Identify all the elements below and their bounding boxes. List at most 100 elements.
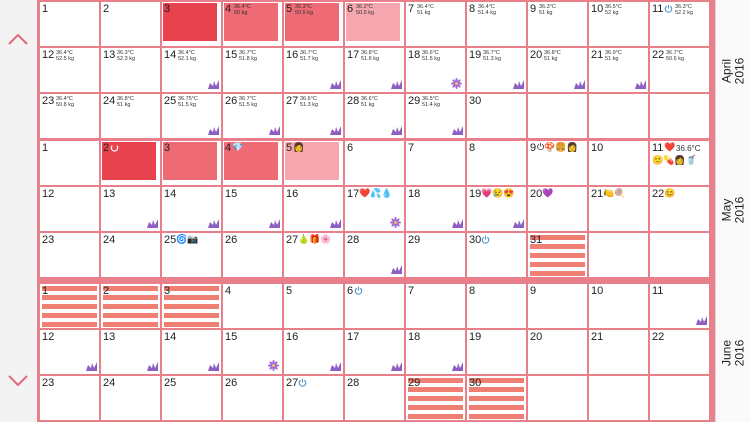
day-cell[interactable]: 7 36.4°C 51 kg (406, 2, 465, 46)
day-cell[interactable]: 23 36.4°C 50.8 kg (40, 94, 99, 138)
day-cell[interactable]: 29 (406, 233, 465, 277)
day-cell[interactable]: 30 (467, 94, 526, 138)
day-cell[interactable]: 22 😊 (650, 187, 709, 231)
day-cell[interactable]: 21 🍋🍭 (589, 187, 648, 231)
day-cell[interactable]: 30 (467, 376, 526, 420)
day-cell[interactable]: 13 36.3°C 52.3 kg (101, 48, 160, 92)
day-number: 15 (225, 188, 238, 200)
day-cell[interactable]: 16 (284, 187, 343, 231)
day-cell[interactable]: 19 36.7°C 51.3 kg (467, 48, 526, 92)
day-cell[interactable]: 28 36.6°C 51 kg (345, 94, 404, 138)
day-cell[interactable]: 9 (528, 284, 587, 328)
day-cell[interactable]: 5 👩 (284, 141, 343, 185)
weight-value: 50.5 kg (295, 10, 314, 16)
day-cell[interactable]: 27 🍐🎁🌸 (284, 233, 343, 277)
day-cell[interactable]: 9 ⏻🍄🍔👩 (528, 141, 587, 185)
day-cell[interactable]: 8 36.4°C 51.4 kg (467, 2, 526, 46)
day-number: 30 (469, 377, 482, 389)
day-cell[interactable]: 27 36.6°C 51.3 kg (284, 94, 343, 138)
day-cell[interactable]: 2 (101, 284, 160, 328)
day-cell[interactable]: 3 (162, 141, 221, 185)
day-cell[interactable]: 7 (406, 141, 465, 185)
day-cell[interactable]: 26 (223, 376, 282, 420)
day-cell[interactable]: 10 (589, 141, 648, 185)
day-cell[interactable]: 22 36.7°C 50.6 kg (650, 48, 709, 92)
day-cell[interactable]: 10 (589, 284, 648, 328)
day-cell[interactable]: 25 (162, 376, 221, 420)
day-cell[interactable]: 10 36.5°C 52 kg (589, 2, 648, 46)
day-cell[interactable]: 16 (284, 330, 343, 374)
day-cell[interactable]: 4 💎 (223, 141, 282, 185)
day-cell[interactable]: 31 (528, 233, 587, 277)
day-cell[interactable]: 23 (40, 376, 99, 420)
day-cell[interactable]: 16 36.7°C 51.7 kg (284, 48, 343, 92)
day-cell[interactable]: 4 36.4°C 50 kg (223, 2, 282, 46)
day-cell[interactable]: 4 (223, 284, 282, 328)
day-cell[interactable]: 7 (406, 284, 465, 328)
day-cell[interactable]: 26 36.7°C 51.5 kg (223, 94, 282, 138)
day-cell[interactable]: 18 36.6°C 51.5 kg (406, 48, 465, 92)
day-cell[interactable]: 30 (467, 233, 526, 277)
day-cell[interactable]: 25 36.75°C 51.5 kg (162, 94, 221, 138)
day-cell[interactable]: 11 (650, 284, 709, 328)
ovulation-marker-icon (269, 219, 280, 228)
day-cell[interactable]: 2 (101, 2, 160, 46)
day-cell[interactable]: 26 (223, 233, 282, 277)
day-cell[interactable]: 18 (406, 187, 465, 231)
empty-day-cell (650, 376, 709, 420)
day-cell[interactable]: 21 (589, 330, 648, 374)
day-cell[interactable]: 2 (101, 141, 160, 185)
day-cell[interactable]: 1 (40, 2, 99, 46)
day-cell[interactable]: 6 36.2°C 50.5 kg (345, 2, 404, 46)
day-cell[interactable]: 14 36.4°C 52.1 kg (162, 48, 221, 92)
day-cell[interactable]: 9 36.3°C 51 kg (528, 2, 587, 46)
day-cell[interactable]: 24 (101, 376, 160, 420)
day-cell[interactable]: 12 (40, 187, 99, 231)
day-cell[interactable]: 5 (284, 284, 343, 328)
day-cell[interactable]: 22 (650, 330, 709, 374)
day-cell[interactable]: 3 (162, 284, 221, 328)
day-cell[interactable]: 24 36.8°C 51 kg (101, 94, 160, 138)
previous-month-button[interactable] (2, 24, 34, 54)
day-cell[interactable]: 20 36.8°C 51 kg (528, 48, 587, 92)
day-cell[interactable]: 12 36.4°C 52.5 kg (40, 48, 99, 92)
day-cell[interactable]: 29 (406, 376, 465, 420)
day-cell[interactable]: 15 (223, 187, 282, 231)
day-cell[interactable]: 11 36.3°C 52.2 kg (650, 2, 709, 46)
day-cell[interactable]: 21 36.9°C 51 kg (589, 48, 648, 92)
day-cell[interactable]: 1 (40, 141, 99, 185)
day-cell[interactable]: 27 (284, 376, 343, 420)
day-cell[interactable]: 11 ❤️ 36.6°C 🙂💊👩🥤 (650, 141, 709, 185)
day-cell[interactable]: 13 (101, 187, 160, 231)
day-cell[interactable]: 18 (406, 330, 465, 374)
day-cell[interactable]: 20 (528, 330, 587, 374)
day-cell[interactable]: 24 (101, 233, 160, 277)
day-cell[interactable]: 1 (40, 284, 99, 328)
day-cell[interactable]: 15 36.7°C 51.8 kg (223, 48, 282, 92)
next-month-button[interactable] (2, 366, 34, 396)
day-number: 23 (42, 234, 55, 246)
day-cell[interactable]: 19 💗😢😍 (467, 187, 526, 231)
day-cell[interactable]: 8 (467, 141, 526, 185)
day-cell[interactable]: 12 (40, 330, 99, 374)
day-cell[interactable]: 14 (162, 187, 221, 231)
day-cell[interactable]: 5 36.3°C 50.5 kg (284, 2, 343, 46)
day-cell[interactable]: 15 (223, 330, 282, 374)
day-cell[interactable]: 14 (162, 330, 221, 374)
day-cell[interactable]: 3 (162, 2, 221, 46)
day-cell[interactable]: 20 💜 (528, 187, 587, 231)
day-cell[interactable]: 8 (467, 284, 526, 328)
day-cell[interactable]: 28 (345, 376, 404, 420)
day-cell[interactable]: 23 (40, 233, 99, 277)
day-cell[interactable]: 17 36.8°C 51.6 kg (345, 48, 404, 92)
day-cell[interactable]: 13 (101, 330, 160, 374)
day-cell[interactable]: 6 (345, 284, 404, 328)
day-cell[interactable]: 17 ❤️💦💧 (345, 187, 404, 231)
day-number: 3 (164, 142, 171, 154)
day-cell[interactable]: 17 (345, 330, 404, 374)
day-cell[interactable]: 19 (467, 330, 526, 374)
day-cell[interactable]: 25 🌀📷 (162, 233, 221, 277)
day-cell[interactable]: 6 (345, 141, 404, 185)
day-cell[interactable]: 28 (345, 233, 404, 277)
day-cell[interactable]: 29 36.5°C 51.4 kg (406, 94, 465, 138)
